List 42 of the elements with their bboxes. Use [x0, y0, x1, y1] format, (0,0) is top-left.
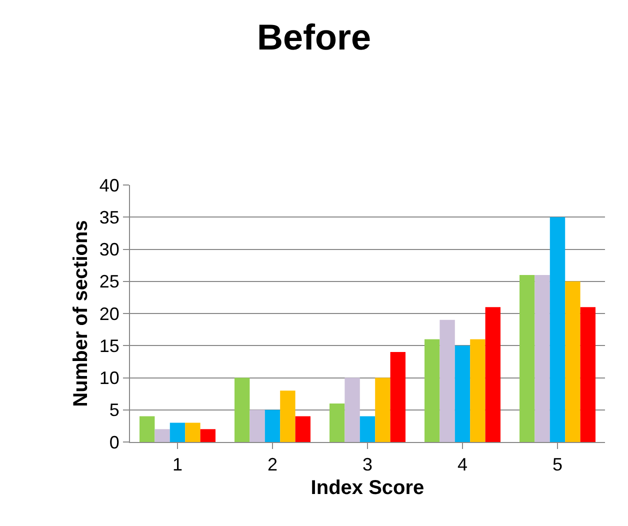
y-tick-label: 20	[99, 304, 120, 324]
bar	[550, 217, 566, 442]
bar	[344, 378, 360, 442]
bar	[565, 281, 580, 442]
y-tick-label: 30	[99, 240, 120, 260]
bar	[440, 320, 455, 442]
bar	[295, 416, 310, 442]
bar	[154, 429, 170, 442]
bar	[470, 339, 486, 442]
bar	[185, 422, 200, 442]
bar	[330, 403, 345, 442]
x-tick-label: 1	[172, 454, 183, 475]
x-axis-title: Index Score	[310, 477, 424, 500]
x-tick-label: 2	[267, 454, 278, 475]
y-tick-label: 0	[109, 432, 120, 452]
y-tick-label: 35	[99, 207, 120, 228]
x-tick-label: 4	[457, 454, 468, 475]
bar	[360, 416, 376, 442]
y-tick-label: 25	[99, 272, 120, 292]
bar	[485, 307, 500, 442]
bar	[454, 346, 470, 442]
bar	[170, 422, 186, 442]
y-tick-label: 10	[99, 368, 120, 388]
bar	[264, 410, 280, 442]
bar	[234, 378, 250, 442]
bar	[580, 307, 596, 442]
bar	[390, 352, 406, 442]
bar	[250, 410, 265, 442]
y-tick-label: 40	[99, 175, 120, 196]
bar	[200, 429, 216, 442]
bar	[520, 274, 535, 442]
bar	[375, 378, 390, 442]
y-tick-label: 5	[109, 400, 120, 420]
y-axis-title: Number of sections	[70, 220, 92, 407]
x-tick-label: 5	[552, 454, 563, 475]
bar	[140, 416, 155, 442]
chart-title: Before	[256, 16, 372, 58]
bar	[534, 274, 550, 442]
y-tick-label: 15	[99, 336, 120, 356]
bar	[280, 390, 296, 442]
bar	[424, 339, 440, 442]
x-tick-label: 3	[362, 454, 373, 475]
